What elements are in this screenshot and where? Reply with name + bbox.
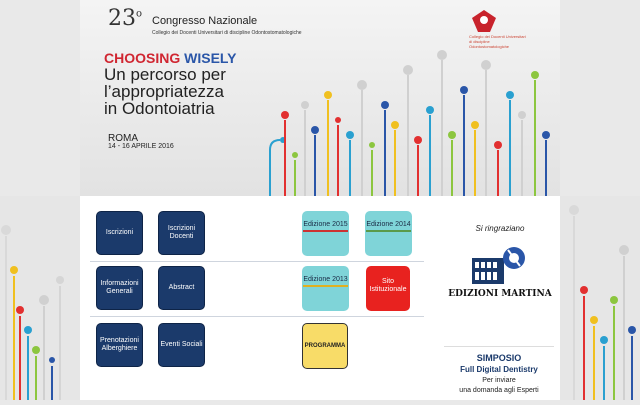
- banner-pins-graphic: [269, 50, 550, 196]
- edizione-2013-button[interactable]: Edizione 2013: [302, 266, 349, 311]
- congress-subtitle: Collegio dei Docenti Universitari di dis…: [152, 30, 302, 36]
- collegio-logo-icon: [472, 10, 496, 32]
- informazioni-generali-button[interactable]: Informazioni Generali: [96, 266, 143, 310]
- sponsor-name[interactable]: EDIZIONI MARTINA: [448, 289, 552, 299]
- main-content: Iscrizioni Iscrizioni Docenti Edizione 2…: [80, 196, 560, 400]
- iscrizioni-docenti-button[interactable]: Iscrizioni Docenti: [158, 211, 205, 255]
- left-side-decoration: [0, 196, 80, 400]
- event-dates: 14 - 16 APRILE 2016: [108, 143, 174, 150]
- divider: [90, 261, 424, 262]
- simposio-title[interactable]: SIMPOSIO: [476, 353, 522, 363]
- left-pins-graphic: [1, 225, 64, 400]
- congress-title: Congresso Nazionale: [152, 15, 258, 27]
- event-city: ROMA: [108, 133, 138, 144]
- edizione-2015-button[interactable]: Edizione 2015: [302, 211, 349, 256]
- sponsor-panel: Si ringraziano EDIZIONI MARTINA SIMPOSIO…: [440, 196, 560, 400]
- edizione-2014-button[interactable]: Edizione 2014: [365, 211, 412, 256]
- congress-banner: 23o Congresso Nazionale Collegio dei Doc…: [80, 0, 560, 196]
- congress-number: 23o: [108, 6, 143, 31]
- abstract-button[interactable]: Abstract: [158, 266, 205, 310]
- iscrizioni-button[interactable]: Iscrizioni: [96, 211, 143, 255]
- event-subtitle: Un percorso per l’appropriatezza in Odon…: [104, 65, 226, 118]
- thanks-label: Si ringraziano: [475, 224, 525, 233]
- collegio-logo-text: Collegio dei Docenti Universitari di dis…: [469, 34, 526, 49]
- sito-istituzionale-button[interactable]: Sito Istituzionale: [366, 266, 410, 311]
- simposio-text: una domanda agli Esperti: [459, 387, 539, 394]
- simposio-box: SIMPOSIO Full Digital Dentistry Per invi…: [444, 346, 554, 401]
- divider: [90, 316, 424, 317]
- right-pins-graphic: [569, 205, 636, 400]
- programma-button[interactable]: PROGRAMMA: [302, 323, 348, 369]
- simposio-text: Per inviare: [482, 377, 516, 384]
- right-side-decoration: [560, 196, 640, 400]
- colosseum-logo-icon[interactable]: [470, 244, 530, 286]
- eventi-sociali-button[interactable]: Eventi Sociali: [158, 323, 205, 367]
- simposio-subtitle[interactable]: Full Digital Dentistry: [460, 365, 538, 374]
- prenotazioni-alberghiere-button[interactable]: Prenotazioni Alberghiere: [96, 323, 143, 367]
- choosing-wisely-heading: CHOOSING WISELY: [104, 50, 237, 66]
